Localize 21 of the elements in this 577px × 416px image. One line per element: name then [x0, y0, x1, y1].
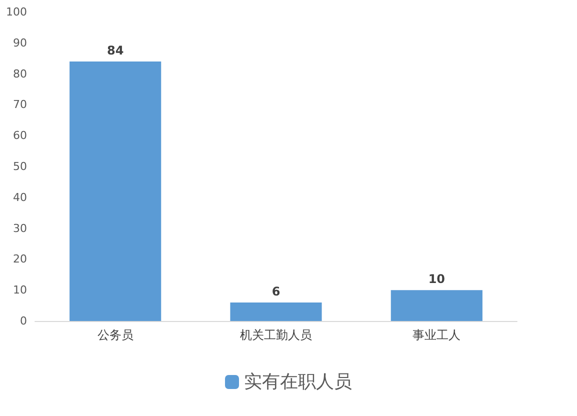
y-tick-label: 100	[6, 6, 27, 18]
y-tick-label: 10	[13, 284, 27, 297]
x-tick-label: 事业工人	[412, 328, 461, 342]
x-tick-label: 机关工勤人员	[240, 328, 312, 342]
data-label: 10	[428, 272, 446, 286]
legend-label: 实有在职人员	[244, 372, 352, 392]
y-tick-label: 40	[13, 190, 27, 204]
y-tick-label: 30	[13, 222, 27, 235]
bar	[230, 302, 322, 321]
y-tick-label: 80	[13, 67, 27, 80]
y-tick-label: 70	[13, 98, 27, 112]
x-tick-label: 公务员	[97, 328, 134, 342]
y-tick-label: 0	[20, 314, 27, 328]
bar	[390, 290, 482, 321]
bar	[70, 61, 162, 321]
y-tick-label: 50	[13, 160, 27, 173]
data-label: 6	[272, 284, 280, 298]
y-tick-label: 90	[13, 36, 27, 50]
y-tick-label: 60	[13, 129, 27, 142]
y-tick-label: 20	[13, 252, 27, 266]
data-label: 84	[106, 43, 124, 58]
